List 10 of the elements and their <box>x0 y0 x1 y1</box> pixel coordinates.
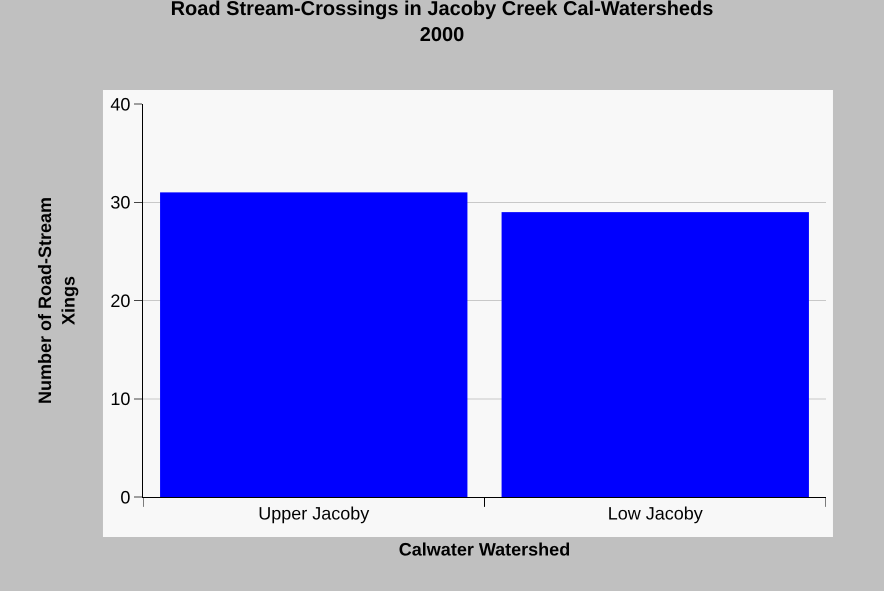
y-axis-title: Number of Road-Stream Xings <box>35 196 79 404</box>
x-tick-label: Upper Jacoby <box>258 504 370 524</box>
y-tick-label: 20 <box>110 290 130 311</box>
x-axis-title: Calwater Watershed <box>398 540 570 560</box>
y-tick-label: 40 <box>110 94 130 114</box>
y-tick-label: 0 <box>120 487 130 508</box>
y-tick-label: 30 <box>110 192 130 213</box>
y-tick-label: 10 <box>110 389 130 410</box>
chart-title: Road Stream-Crossings in Jacoby Creek Cal-Watersheds 2000 <box>170 0 714 46</box>
x-tick-label: Low Jacoby <box>608 504 703 524</box>
